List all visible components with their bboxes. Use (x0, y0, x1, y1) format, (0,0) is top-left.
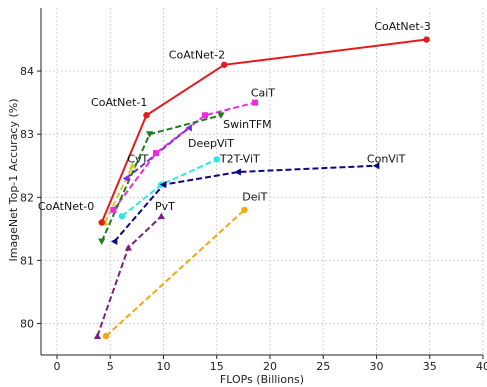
x-tick-label: 15 (210, 360, 224, 373)
annotation-label: CoAtNet-2 (169, 48, 225, 61)
data-point (220, 61, 228, 68)
data-point (118, 213, 126, 220)
data-point (202, 112, 209, 119)
annotation-label: CoAtNet-1 (91, 96, 147, 109)
y-tick-label: 82 (20, 191, 34, 204)
marker-layer (93, 36, 430, 340)
annotation-label: CvT (127, 153, 148, 166)
x-tick-label: 0 (53, 360, 60, 373)
x-tick-label: 40 (476, 360, 487, 373)
data-point (234, 168, 241, 176)
axes: 0 5 10 15 20 25 30 35 40 80 81 82 83 84 (20, 8, 487, 373)
data-point (185, 124, 192, 132)
data-point (102, 332, 110, 340)
series-line-pvt (96, 215, 163, 337)
series-line-coatnet (100, 38, 427, 223)
series-line-cait (112, 101, 256, 211)
series-line-cvt (104, 165, 134, 223)
annotation-label: DeepViT (188, 137, 234, 150)
annotation-label: DeiT (242, 190, 267, 203)
x-axis-label: FLOPs (Billions) (220, 373, 304, 386)
data-point (122, 174, 130, 182)
y-tick-label: 83 (20, 128, 34, 141)
data-point (93, 332, 102, 339)
x-tick-label: 10 (156, 360, 170, 373)
y-tick-label: 80 (20, 317, 34, 330)
x-tick-label: 35 (423, 360, 437, 373)
y-axis-label: ImageNet Top-1 Accuracy (%) (7, 98, 20, 261)
x-tick-label: 30 (369, 360, 383, 373)
data-point (252, 99, 259, 106)
data-point (372, 162, 380, 170)
data-point (143, 112, 150, 119)
data-point (217, 112, 225, 119)
series-line-deit (105, 209, 246, 337)
series-layer (96, 38, 427, 337)
x-tick-label: 25 (316, 360, 330, 373)
annotation-layer: CoAtNet-0 CoAtNet-1 CoAtNet-2 CoAtNet-3 CaiT… (38, 20, 431, 213)
series-line-convit (113, 164, 377, 243)
data-point (110, 237, 118, 246)
y-tick-label: 81 (20, 254, 34, 267)
annotation-label: SwinTFM (223, 118, 272, 131)
x-tick-label: 5 (107, 360, 114, 373)
grid (41, 8, 484, 355)
data-point (98, 219, 105, 226)
data-point (146, 131, 154, 138)
y-tick-label: 84 (20, 65, 34, 78)
x-tick-label: 20 (263, 360, 277, 373)
data-point (213, 156, 220, 163)
annotation-label: CoAtNet-0 (38, 200, 94, 213)
annotation-label: CoAtNet-3 (374, 20, 430, 33)
annotation-label: ConViT (367, 153, 406, 166)
data-point (110, 206, 117, 213)
annotation-label: PvT (155, 200, 175, 213)
data-point (157, 212, 165, 220)
data-point (153, 150, 160, 157)
data-point (124, 244, 132, 251)
data-point (159, 181, 167, 189)
data-point (128, 162, 137, 169)
data-point (241, 206, 248, 214)
annotation-label: CaiT (251, 86, 275, 99)
annotation-label: T2T-ViT (219, 153, 260, 166)
data-point (423, 36, 430, 43)
data-point (98, 238, 106, 246)
